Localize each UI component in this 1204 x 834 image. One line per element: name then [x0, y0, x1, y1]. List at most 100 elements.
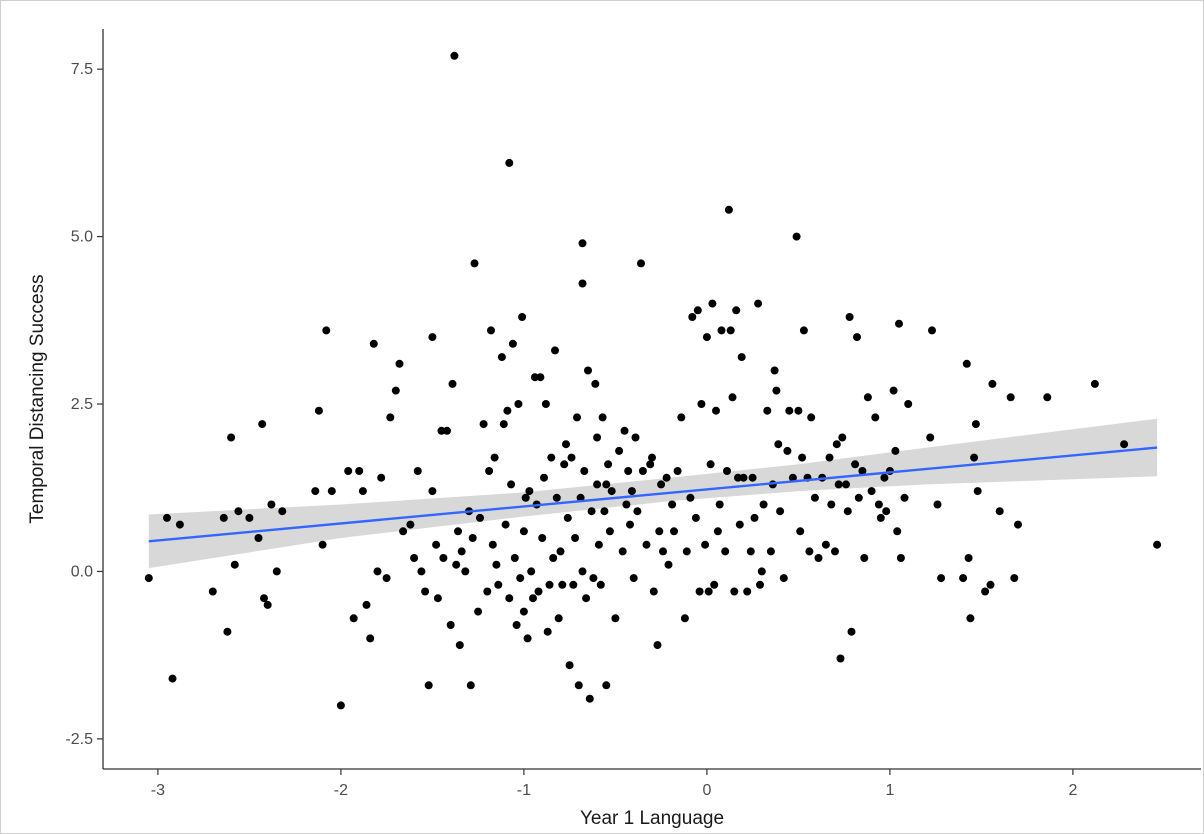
data-point [746, 547, 755, 556]
data-point [355, 467, 364, 475]
data-point [578, 567, 587, 576]
data-point [278, 507, 287, 516]
data-point [587, 507, 596, 516]
data-point [549, 554, 558, 562]
data-point [757, 567, 766, 576]
data-point [311, 487, 320, 496]
data-point [540, 473, 548, 482]
data-point [510, 554, 519, 562]
data-point [466, 681, 475, 690]
x-axis-title: Year 1 Language [580, 808, 724, 829]
data-point [254, 534, 263, 542]
data-point [766, 547, 775, 556]
data-point [756, 580, 764, 589]
y-tick-label: 2.5 [71, 396, 93, 413]
data-point [395, 359, 404, 368]
data-point [668, 500, 677, 509]
data-point [272, 567, 281, 576]
data-point [446, 621, 455, 629]
data-point [715, 500, 724, 509]
data-point [525, 487, 534, 496]
data-point [454, 527, 462, 536]
axes-layer [102, 29, 1201, 770]
data-point [437, 426, 446, 435]
data-point [428, 487, 437, 496]
data-point [582, 594, 591, 603]
data-point [626, 520, 634, 529]
data-point [851, 460, 860, 469]
y-axis-title: Temporal Distancing Success [27, 274, 48, 523]
data-point [845, 313, 854, 321]
regression-line [148, 446, 1158, 543]
data-point [680, 614, 689, 623]
data-point [723, 467, 731, 475]
data-point [468, 534, 477, 542]
data-point [620, 426, 629, 435]
data-point [825, 453, 834, 462]
data-point [646, 460, 655, 469]
data-point [988, 379, 997, 388]
data-point [734, 473, 742, 482]
data-point [853, 333, 861, 342]
data-point [602, 480, 611, 489]
data-point [428, 333, 437, 342]
data-point [838, 433, 847, 442]
data-point [580, 467, 589, 475]
data-point [891, 446, 900, 455]
data-point [1153, 540, 1162, 549]
data-point [611, 614, 620, 623]
data-point [622, 500, 631, 509]
data-point [538, 534, 547, 542]
data-point [602, 681, 611, 690]
data-point [168, 674, 177, 683]
data-point [470, 259, 479, 268]
data-point [547, 453, 556, 462]
data-point [519, 527, 528, 536]
data-point [391, 386, 400, 395]
data-point [1014, 520, 1022, 529]
data-point [629, 574, 638, 583]
data-point [258, 420, 267, 429]
data-point [858, 467, 867, 475]
data-point [970, 453, 979, 462]
data-point [959, 574, 968, 583]
data-point [476, 513, 484, 522]
data-point [527, 567, 536, 576]
data-point [369, 339, 378, 348]
data-point [693, 306, 702, 315]
data-point [688, 313, 697, 321]
data-point [362, 600, 371, 609]
data-point [534, 587, 543, 596]
data-point [657, 480, 666, 489]
data-point [508, 339, 517, 348]
data-point [655, 527, 664, 536]
data-point [584, 366, 592, 375]
data-point [964, 554, 973, 562]
data-point [871, 413, 880, 422]
data-point [314, 406, 323, 415]
data-point [814, 554, 823, 562]
data-point [831, 547, 839, 556]
data-point [995, 507, 1004, 516]
data-point [485, 467, 494, 475]
data-point [860, 554, 869, 562]
data-point [571, 534, 580, 542]
data-point [706, 460, 715, 469]
data-point [807, 413, 816, 422]
data-point [662, 473, 671, 482]
data-point [708, 299, 717, 308]
data-point [505, 158, 514, 167]
y-tick-label: -2.5 [65, 731, 93, 748]
data-point [889, 386, 898, 395]
data-point [670, 527, 678, 536]
data-point [712, 406, 720, 415]
data-point [336, 701, 345, 710]
data-point [541, 400, 550, 408]
data-point [774, 440, 783, 449]
data-point [1043, 393, 1052, 402]
x-tick-label: 2 [1068, 782, 1077, 799]
data-point [904, 400, 913, 408]
data-point [501, 520, 510, 529]
data-point [697, 400, 706, 408]
